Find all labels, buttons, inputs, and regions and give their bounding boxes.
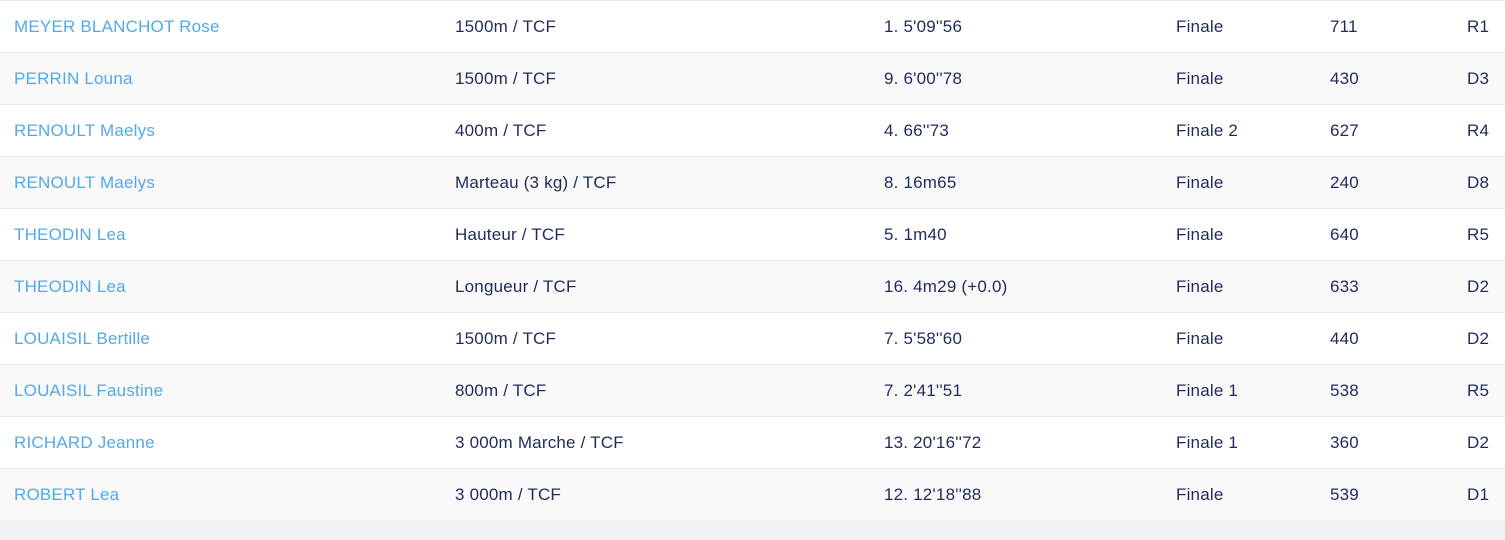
round-cell: Finale xyxy=(1176,328,1224,348)
event-cell: 800m / TCF xyxy=(455,380,547,400)
athlete-cell: LOUAISIL Bertille xyxy=(0,329,455,349)
level-cell: D3 xyxy=(1467,68,1490,88)
athlete-link[interactable]: THEODIN Lea xyxy=(14,276,126,296)
table-row: THEODIN Lea Longueur / TCF 16. 4m29 (+0.… xyxy=(0,260,1505,312)
level-cell: D2 xyxy=(1467,276,1490,296)
result-cell: 16. 4m29 (+0.0) xyxy=(884,276,1008,296)
footer-strip xyxy=(0,520,1505,540)
level-cell: D2 xyxy=(1467,328,1490,348)
round-cell: Finale xyxy=(1176,484,1224,504)
round-cell: Finale 1 xyxy=(1176,432,1239,452)
event-cell: 1500m / TCF xyxy=(455,16,557,36)
result-cell: 13. 20'16''72 xyxy=(884,432,982,452)
event-cell: 400m / TCF xyxy=(455,120,547,140)
result-cell: 9. 6'00''78 xyxy=(884,68,963,88)
event-cell: Hauteur / TCF xyxy=(455,224,565,244)
round-cell: Finale xyxy=(1176,16,1224,36)
event-cell: Longueur / TCF xyxy=(455,276,577,296)
level-cell: D8 xyxy=(1467,172,1490,192)
table-row: RENOULT Maelys 400m / TCF 4. 66''73 Fina… xyxy=(0,104,1505,156)
round-cell: Finale xyxy=(1176,68,1224,88)
points-cell: 627 xyxy=(1330,120,1359,140)
athlete-link[interactable]: RENOULT Maelys xyxy=(14,172,156,192)
athlete-cell: PERRIN Louna xyxy=(0,69,455,89)
athlete-link[interactable]: LOUAISIL Bertille xyxy=(14,328,150,348)
athlete-link[interactable]: THEODIN Lea xyxy=(14,224,126,244)
level-cell: R4 xyxy=(1467,120,1490,140)
athlete-cell: ROBERT Lea xyxy=(0,485,455,505)
points-cell: 440 xyxy=(1330,328,1359,348)
athlete-cell: LOUAISIL Faustine xyxy=(0,381,455,401)
points-cell: 360 xyxy=(1330,432,1359,452)
result-cell: 8. 16m65 xyxy=(884,172,957,192)
event-cell: Marteau (3 kg) / TCF xyxy=(455,172,617,192)
points-cell: 633 xyxy=(1330,276,1359,296)
table-row: RICHARD Jeanne 3 000m Marche / TCF 13. 2… xyxy=(0,416,1505,468)
event-cell: 3 000m Marche / TCF xyxy=(455,432,624,452)
athlete-link[interactable]: RENOULT Maelys xyxy=(14,120,156,140)
table-row: PERRIN Louna 1500m / TCF 9. 6'00''78 Fin… xyxy=(0,52,1505,104)
points-cell: 240 xyxy=(1330,172,1359,192)
level-cell: D1 xyxy=(1467,484,1490,504)
result-cell: 7. 5'58''60 xyxy=(884,328,963,348)
athlete-link[interactable]: ROBERT Lea xyxy=(14,484,120,504)
athlete-link[interactable]: LOUAISIL Faustine xyxy=(14,380,164,400)
level-cell: R5 xyxy=(1467,224,1490,244)
athlete-cell: RICHARD Jeanne xyxy=(0,433,455,453)
athlete-cell: RENOULT Maelys xyxy=(0,121,455,141)
athlete-link[interactable]: MEYER BLANCHOT Rose xyxy=(14,16,220,36)
event-cell: 1500m / TCF xyxy=(455,68,557,88)
round-cell: Finale xyxy=(1176,172,1224,192)
level-cell: R5 xyxy=(1467,380,1490,400)
table-row: RENOULT Maelys Marteau (3 kg) / TCF 8. 1… xyxy=(0,156,1505,208)
table-row: THEODIN Lea Hauteur / TCF 5. 1m40 Finale… xyxy=(0,208,1505,260)
points-cell: 538 xyxy=(1330,380,1359,400)
result-cell: 12. 12'18''88 xyxy=(884,484,982,504)
results-table: MEYER BLANCHOT Rose 1500m / TCF 1. 5'09'… xyxy=(0,0,1505,520)
result-cell: 4. 66''73 xyxy=(884,120,950,140)
athlete-link[interactable]: PERRIN Louna xyxy=(14,68,133,88)
round-cell: Finale xyxy=(1176,276,1224,296)
athlete-cell: THEODIN Lea xyxy=(0,225,455,245)
result-cell: 7. 2'41''51 xyxy=(884,380,963,400)
athlete-cell: THEODIN Lea xyxy=(0,277,455,297)
round-cell: Finale xyxy=(1176,224,1224,244)
table-row: MEYER BLANCHOT Rose 1500m / TCF 1. 5'09'… xyxy=(0,0,1505,52)
round-cell: Finale 1 xyxy=(1176,380,1239,400)
event-cell: 1500m / TCF xyxy=(455,328,557,348)
result-cell: 5. 1m40 xyxy=(884,224,947,244)
points-cell: 640 xyxy=(1330,224,1359,244)
round-cell: Finale 2 xyxy=(1176,120,1239,140)
points-cell: 430 xyxy=(1330,68,1359,88)
athlete-cell: MEYER BLANCHOT Rose xyxy=(0,17,455,37)
level-cell: D2 xyxy=(1467,432,1490,452)
points-cell: 539 xyxy=(1330,484,1359,504)
result-cell: 1. 5'09''56 xyxy=(884,16,963,36)
points-cell: 711 xyxy=(1330,16,1358,36)
table-row: LOUAISIL Bertille 1500m / TCF 7. 5'58''6… xyxy=(0,312,1505,364)
athlete-link[interactable]: RICHARD Jeanne xyxy=(14,432,155,452)
athlete-cell: RENOULT Maelys xyxy=(0,173,455,193)
table-row: ROBERT Lea 3 000m / TCF 12. 12'18''88 Fi… xyxy=(0,468,1505,520)
level-cell: R1 xyxy=(1467,16,1490,36)
table-row: LOUAISIL Faustine 800m / TCF 7. 2'41''51… xyxy=(0,364,1505,416)
event-cell: 3 000m / TCF xyxy=(455,484,562,504)
